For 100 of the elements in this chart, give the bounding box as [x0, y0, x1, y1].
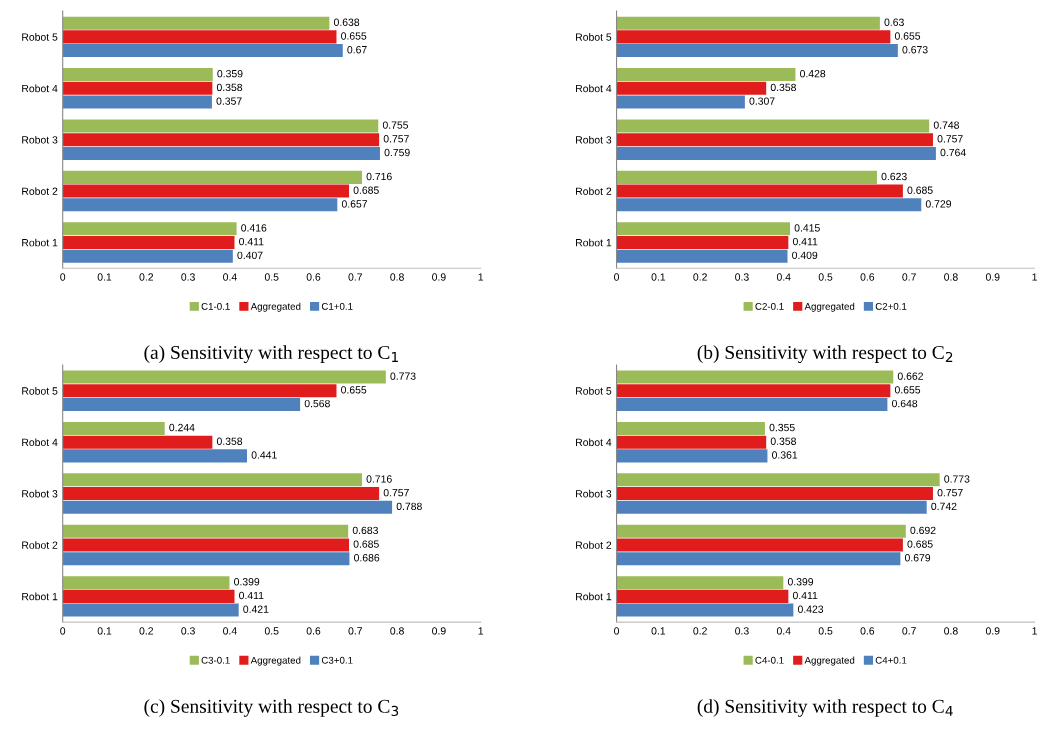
bar: [616, 538, 903, 552]
text: (d) Sensitivity with respect to C$_{4}$: [697, 699, 953, 717]
x-tick-label: 0.4: [776, 273, 791, 281]
bar: [616, 449, 768, 463]
legend-label: Aggregated: [804, 302, 855, 312]
x-tick-label: 0.3: [181, 627, 195, 635]
x-tick-label: 0.6: [860, 627, 875, 635]
data-label: 0.411: [239, 591, 264, 600]
y-tick-label: Robot 2: [576, 187, 612, 195]
legend-label: C3-0.1: [201, 656, 230, 664]
data-label: 0.755: [382, 121, 409, 129]
y-tick-label: Robot 4: [576, 438, 612, 447]
y-tick-label: Robot 1: [576, 238, 612, 247]
bar: [62, 449, 248, 463]
legend-label: C2+0.1: [875, 302, 907, 310]
data-label: 0.773: [944, 475, 970, 483]
bar: [62, 397, 301, 411]
data-label: 0.63: [884, 18, 904, 26]
x-tick-label: 0.9: [985, 627, 1000, 635]
x-tick-label: 0.2: [693, 273, 707, 281]
legend-label: C3+0.1: [321, 656, 353, 664]
x-tick-label: 0.3: [181, 273, 195, 281]
bar: [62, 473, 362, 487]
y-tick-label: Robot 2: [22, 541, 58, 549]
bar: [616, 370, 894, 384]
x-tick-label: 0.9: [432, 273, 446, 281]
data-label: 0.655: [894, 32, 921, 40]
x-tick-label: 0.8: [944, 273, 958, 281]
x-tick-label: 0: [60, 273, 66, 281]
data-label: 0.623: [881, 172, 907, 181]
x-tick-label: 1: [1032, 627, 1037, 635]
data-label: 0.411: [239, 237, 264, 246]
y-tick-label: Robot 3: [22, 489, 58, 498]
bar: [62, 170, 362, 184]
bar: [62, 198, 338, 212]
data-label: 0.358: [216, 437, 243, 445]
y-tick-label: Robot 4: [576, 84, 612, 93]
data-label: 0.655: [341, 32, 367, 40]
bar: [62, 576, 230, 590]
legend-label: C4-0.1: [755, 656, 784, 664]
data-label: 0.757: [937, 488, 963, 497]
text: (a) Sensitivity with respect to C$_{1}$: [144, 345, 398, 363]
bar: [62, 30, 337, 44]
data-label: 0.716: [366, 172, 392, 181]
data-label: 0.407: [237, 251, 263, 259]
x-tick-label: 0.2: [693, 627, 707, 635]
bar: [616, 119, 930, 133]
data-label: 0.683: [352, 526, 378, 535]
bar: [616, 500, 927, 514]
data-label: 0.638: [333, 18, 360, 26]
data-label: 0.415: [794, 224, 820, 232]
data-label: 0.685: [353, 540, 379, 548]
bar: [62, 435, 213, 449]
bar: [62, 524, 349, 538]
x-tick-label: 0.9: [985, 273, 1000, 281]
legend-label: C2-0.1: [755, 302, 784, 310]
bar: [62, 552, 350, 566]
data-label: 0.568: [304, 399, 330, 408]
bar: [616, 170, 877, 184]
data-label: 0.673: [902, 46, 928, 54]
x-tick-label: 0.4: [776, 627, 791, 635]
data-label: 0.423: [797, 605, 824, 613]
data-label: 0.411: [792, 591, 818, 600]
x-tick-label: 0.7: [348, 273, 363, 281]
bar: [62, 589, 235, 603]
bar: [616, 576, 784, 590]
data-label: 0.361: [772, 451, 798, 459]
bar: [62, 249, 233, 263]
bar: [62, 235, 235, 250]
bar: [62, 487, 380, 501]
data-label: 0.764: [940, 148, 966, 157]
data-label: 0.355: [769, 423, 795, 432]
data-label: 0.357: [216, 97, 242, 105]
bar: [62, 370, 386, 384]
bar: [62, 16, 330, 30]
data-label: 0.716: [366, 475, 392, 483]
x-tick-label: 0.3: [735, 273, 749, 281]
data-label: 0.742: [931, 502, 957, 511]
bar: [62, 603, 239, 617]
bar: [616, 133, 933, 147]
data-label: 0.685: [907, 186, 933, 194]
bar: [62, 81, 213, 95]
x-tick-label: 0.6: [306, 273, 321, 281]
data-label: 0.692: [910, 526, 936, 535]
x-tick-label: 0.8: [390, 273, 404, 281]
bar: [616, 146, 936, 160]
x-tick-label: 0.1: [97, 627, 112, 635]
data-label: 0.399: [787, 578, 814, 586]
y-tick-label: Robot 3: [576, 489, 612, 498]
bar: [616, 589, 789, 603]
bar: [616, 235, 789, 250]
x-tick-label: 0.6: [306, 627, 321, 635]
bar: [62, 44, 343, 58]
y-tick-label: Robot 1: [22, 238, 58, 247]
bar: [616, 68, 796, 82]
data-label: 0.358: [216, 83, 243, 92]
x-tick-label: 0.3: [735, 627, 749, 635]
x-tick-label: 0.6: [860, 273, 875, 281]
x-tick-label: 0.7: [902, 627, 916, 635]
bar: [616, 524, 906, 538]
